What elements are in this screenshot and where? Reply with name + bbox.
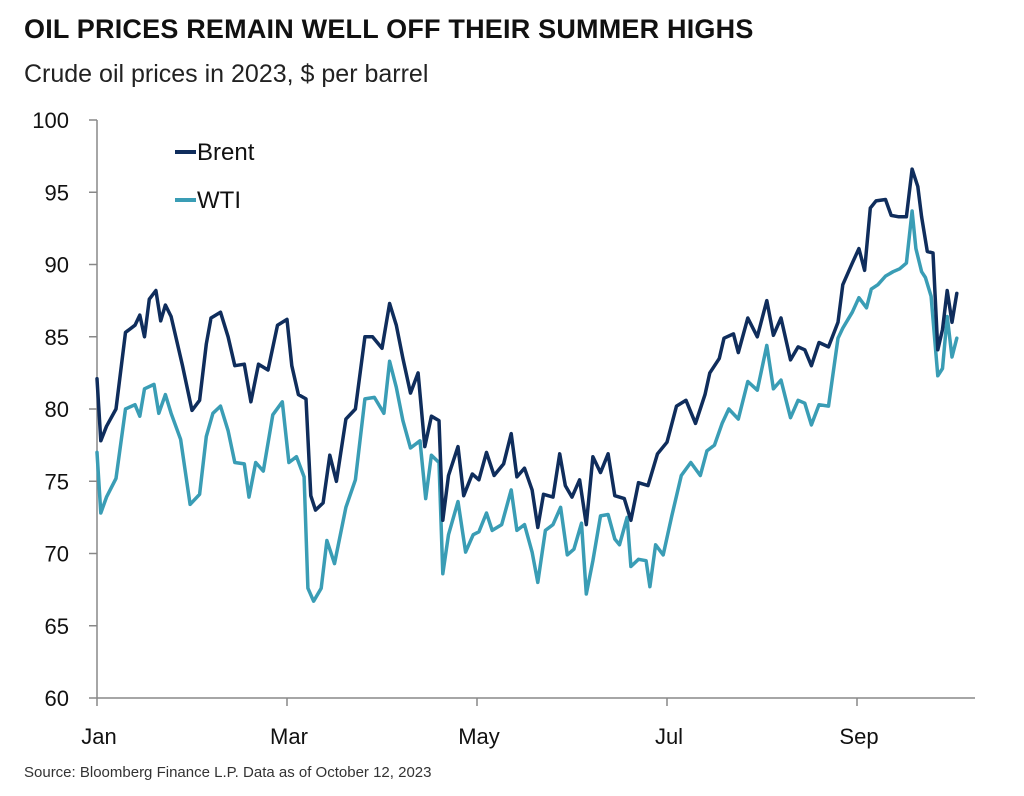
x-tick-label: May (458, 724, 500, 749)
legend-label-brent: Brent (197, 139, 255, 166)
x-tick-label: Jul (655, 724, 683, 749)
chart-subtitle: Crude oil prices in 2023, $ per barrel (24, 60, 429, 88)
x-tick-label: Mar (270, 724, 308, 749)
x-tick-label: Sep (839, 724, 878, 749)
y-tick-label: 60 (45, 686, 69, 711)
chart-title: OIL PRICES REMAIN WELL OFF THEIR SUMMER … (24, 14, 754, 44)
y-tick-label: 75 (45, 469, 69, 494)
series-line-wti (95, 209, 959, 603)
y-tick-label: 90 (45, 253, 69, 278)
y-tick-label: 80 (45, 397, 69, 422)
source-note: Source: Bloomberg Finance L.P. Data as o… (24, 764, 432, 781)
y-tick-label: 65 (45, 614, 69, 639)
y-tick-label: 85 (45, 325, 69, 350)
legend-label-wti: WTI (197, 187, 241, 214)
y-tick-label: 70 (45, 542, 69, 567)
y-tick-label: 95 (45, 180, 69, 205)
series-line-brent (95, 167, 959, 530)
x-tick-label: Jan (81, 724, 116, 749)
y-tick-label: 100 (32, 108, 69, 133)
